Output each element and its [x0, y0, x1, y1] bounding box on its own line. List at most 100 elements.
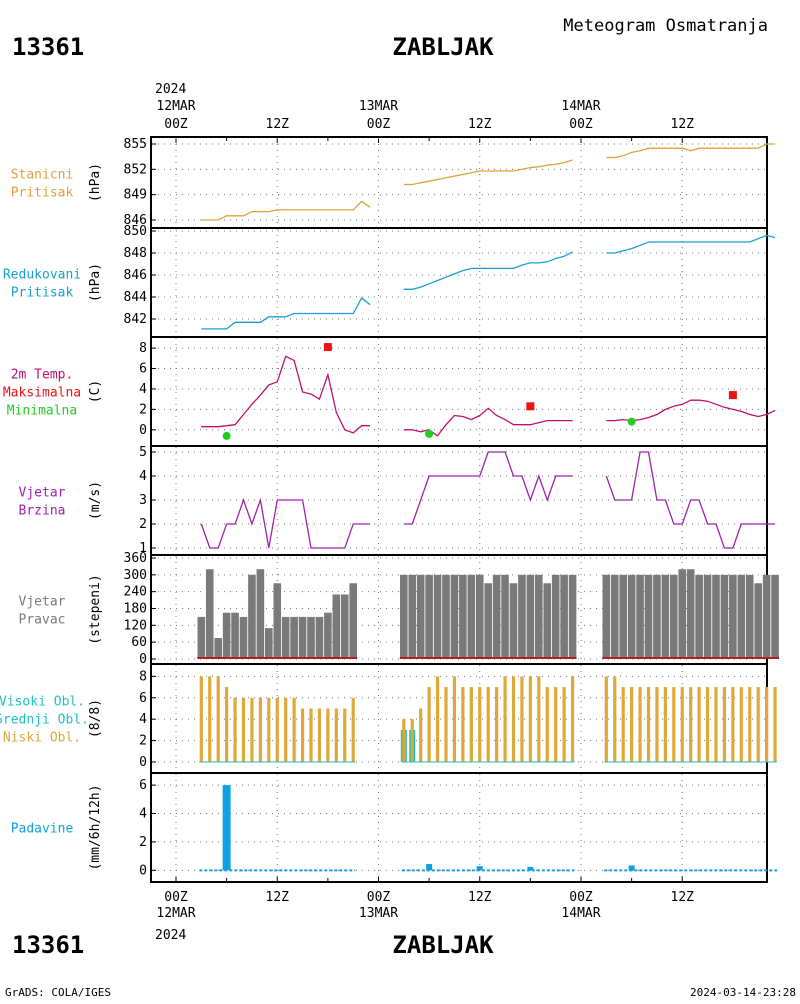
time-label-top-hour: 00Z: [367, 117, 391, 132]
y-axis-label: (m/s): [88, 481, 103, 520]
low-cloud-bar: [697, 687, 701, 762]
wind-direction-bar: [256, 569, 265, 659]
panel-label: 2m Temp.: [11, 368, 74, 383]
station-id-top: 13361: [12, 33, 84, 61]
wind-direction-bar: [307, 616, 315, 659]
low-cloud-bar: [680, 687, 684, 762]
low-cloud-bar: [334, 708, 338, 762]
wind-direction-bar: [661, 574, 670, 659]
y-tick-label: 8: [139, 341, 147, 356]
y-tick-label: 8: [139, 669, 147, 684]
wind-direction-bar: [442, 574, 450, 659]
wind-direction-bar: [273, 583, 282, 659]
wind-direction-bar: [222, 612, 231, 659]
time-label-top-date: 13MAR: [359, 99, 398, 114]
wind-direction-bar: [518, 574, 526, 659]
y-tick-label: 6: [139, 691, 147, 706]
low-cloud-bar: [495, 687, 499, 762]
wind-direction-bar: [416, 574, 425, 659]
low-cloud-bar: [630, 687, 634, 762]
wind-direction-bar: [695, 574, 703, 659]
panel-label: Maksimalna: [3, 386, 81, 401]
series-line: [606, 143, 776, 159]
y-tick-label: 2: [139, 517, 147, 532]
low-cloud-bar: [309, 708, 313, 762]
wind-direction-bar: [627, 574, 636, 659]
wind-direction-bar: [400, 574, 408, 659]
year-bottom: 2024: [155, 928, 186, 943]
wind-direction-bar: [619, 574, 627, 659]
y-tick-label: 4: [139, 807, 147, 822]
wind-direction-bar: [450, 574, 459, 659]
chart-title: Meteogram Osmatranja: [563, 16, 768, 36]
wind-direction-bar: [745, 574, 754, 659]
time-label-top-date: 12MAR: [156, 99, 195, 114]
wind-direction-bar: [712, 574, 720, 659]
time-label-bottom-hour: 12Z: [468, 890, 492, 905]
low-cloud-bar: [638, 687, 642, 762]
low-cloud-bar: [646, 687, 651, 762]
low-cloud-bar: [528, 676, 532, 762]
y-axis-label: (C): [88, 380, 103, 403]
low-cloud-bar: [199, 676, 203, 762]
wind-direction-bar: [349, 583, 357, 659]
y-axis-label: (8/8): [88, 699, 103, 738]
time-label-top-hour: 12Z: [266, 117, 290, 132]
low-cloud-bar: [714, 687, 718, 762]
panel-label: Minimalna: [7, 404, 77, 419]
wind-direction-bar: [459, 574, 467, 659]
y-tick-label: 240: [124, 585, 147, 600]
y-tick-label: 2: [139, 734, 147, 749]
low-cloud-bar: [461, 687, 465, 762]
wind-direction-bar: [754, 583, 762, 659]
precip-bar: [527, 866, 534, 871]
series-line: [605, 451, 776, 549]
time-label-bottom-date: 14MAR: [561, 906, 600, 921]
panel-label: Vjetar: [19, 486, 66, 501]
credit: GrADS: COLA/IGES: [5, 986, 111, 999]
series-line: [606, 399, 776, 422]
wind-direction-bar: [636, 574, 644, 659]
series-line: [403, 251, 573, 290]
wind-direction-bar: [408, 574, 417, 659]
low-cloud-bar: [300, 708, 305, 762]
low-cloud-bar: [511, 676, 516, 762]
y-tick-label: 5: [139, 445, 147, 460]
y-tick-label: 849: [124, 188, 147, 203]
low-cloud-bar: [537, 676, 541, 762]
low-cloud-bar: [478, 687, 482, 762]
low-cloud-bar: [427, 687, 431, 762]
wind-direction-bar: [248, 574, 256, 659]
wind-direction-bar: [720, 574, 729, 659]
wind-direction-bar: [610, 574, 619, 659]
low-cloud-bar: [216, 676, 220, 762]
y-tick-label: 300: [124, 568, 147, 583]
low-cloud-bar: [655, 687, 659, 762]
plot-frame: [150, 136, 768, 883]
low-cloud-bar: [452, 676, 457, 762]
wind-direction-bar: [771, 574, 779, 659]
panel-label: Vjetar: [19, 595, 66, 610]
time-label-bottom-date: 13MAR: [359, 906, 398, 921]
y-tick-label: 844: [124, 290, 148, 305]
min-temp-marker: [425, 429, 434, 438]
low-cloud-bar: [410, 719, 414, 762]
low-cloud-bar: [554, 687, 558, 762]
y-tick-label: 855: [124, 137, 147, 152]
wind-direction-bar: [535, 574, 543, 659]
y-tick-label: 852: [124, 162, 147, 177]
wind-direction-bar: [332, 594, 341, 659]
low-cloud-bar: [267, 697, 271, 762]
series-line: [606, 234, 776, 254]
low-cloud-bar: [613, 676, 617, 762]
wind-direction-bar: [501, 574, 509, 659]
panel-label: Brzina: [19, 504, 66, 519]
wind-direction-bar: [526, 574, 535, 659]
panels: 12MAR12MAR00Z00Z12Z12Z13MAR13MAR00Z00Z12…: [0, 99, 780, 921]
panel-label: Srednji Obl.: [0, 713, 89, 728]
wind-direction-bar: [737, 574, 746, 659]
wind-direction-bar: [467, 574, 476, 659]
series-line: [403, 159, 573, 186]
